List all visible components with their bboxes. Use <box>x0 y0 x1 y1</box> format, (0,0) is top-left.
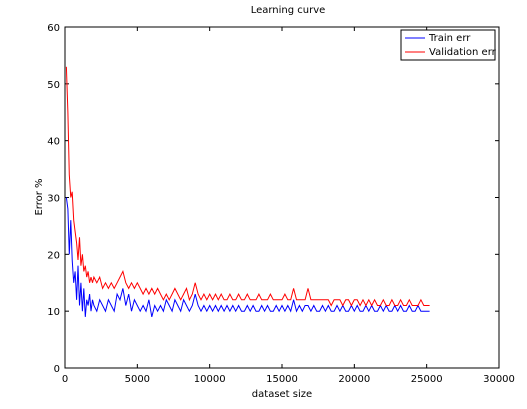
legend-label-train: Train err <box>428 33 471 44</box>
y-tick-label: 0 <box>54 364 60 375</box>
y-axis-label: Error % <box>34 178 45 215</box>
x-tick-label: 0 <box>62 374 68 385</box>
legend-box <box>400 29 496 61</box>
x-tick-label: 15000 <box>266 374 298 385</box>
y-tick-label: 30 <box>47 194 60 205</box>
series-line-validation <box>65 66 430 307</box>
series-line-train <box>65 197 430 318</box>
x-axis: 0 5000 10000 15000 20000 25000 30000 <box>62 27 515 385</box>
y-tick-label: 40 <box>47 137 60 148</box>
plot-area <box>64 26 500 369</box>
x-tick-label: 5000 <box>125 374 150 385</box>
chart-title: Learning curve <box>251 5 326 16</box>
y-tick-label: 10 <box>47 307 60 318</box>
y-axis: 0 10 20 30 40 50 60 <box>47 23 499 375</box>
legend-label-validation: Validation err <box>429 47 497 58</box>
x-axis-label: dataset size <box>252 389 312 400</box>
legend: Train err Validation err <box>400 29 497 61</box>
x-tick-label: 25000 <box>411 374 443 385</box>
y-tick-label: 50 <box>47 80 60 91</box>
x-tick-label: 30000 <box>483 374 515 385</box>
series-layer <box>65 66 430 318</box>
x-tick-label: 20000 <box>338 374 370 385</box>
x-tick-label: 10000 <box>194 374 226 385</box>
y-tick-label: 60 <box>47 23 60 34</box>
y-tick-label: 20 <box>47 250 60 261</box>
